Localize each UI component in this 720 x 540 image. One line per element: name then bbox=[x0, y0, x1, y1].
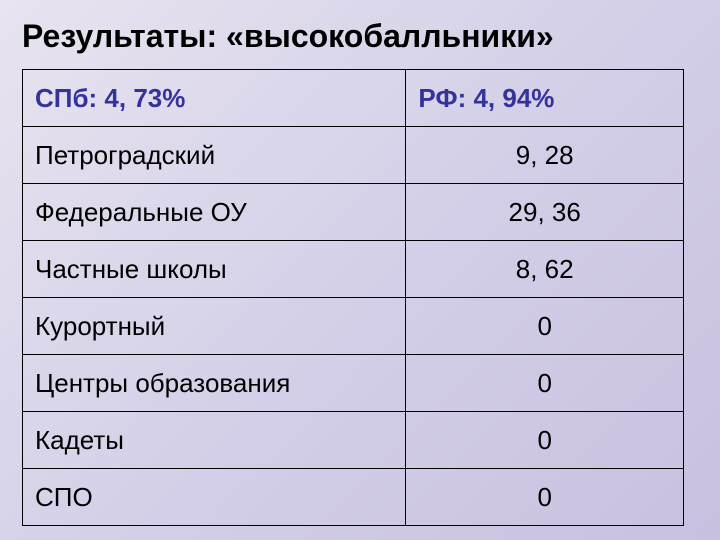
header-cell-label: СПб: 4, 73% bbox=[23, 70, 406, 127]
row-label: Курортный bbox=[23, 298, 406, 355]
row-value: 0 bbox=[406, 355, 684, 412]
row-value: 9, 28 bbox=[406, 127, 684, 184]
table-row: СПО 0 bbox=[23, 469, 684, 526]
header-cell-value: РФ: 4, 94% bbox=[406, 70, 684, 127]
table-row: Федеральные ОУ 29, 36 bbox=[23, 184, 684, 241]
row-label: Кадеты bbox=[23, 412, 406, 469]
row-value: 29, 36 bbox=[406, 184, 684, 241]
table-row: Центры образования 0 bbox=[23, 355, 684, 412]
slide-title: Результаты: «высокобалльники» bbox=[22, 18, 698, 55]
row-value: 8, 62 bbox=[406, 241, 684, 298]
row-label: Федеральные ОУ bbox=[23, 184, 406, 241]
row-label: Частные школы bbox=[23, 241, 406, 298]
table-row: Кадеты 0 bbox=[23, 412, 684, 469]
row-label: СПО bbox=[23, 469, 406, 526]
slide-container: Результаты: «высокобалльники» СПб: 4, 73… bbox=[0, 0, 720, 526]
row-value: 0 bbox=[406, 469, 684, 526]
row-value: 0 bbox=[406, 298, 684, 355]
row-value: 0 bbox=[406, 412, 684, 469]
table-row: Частные школы 8, 62 bbox=[23, 241, 684, 298]
row-label: Петроградский bbox=[23, 127, 406, 184]
table-header-row: СПб: 4, 73% РФ: 4, 94% bbox=[23, 70, 684, 127]
row-label: Центры образования bbox=[23, 355, 406, 412]
table-row: Петроградский 9, 28 bbox=[23, 127, 684, 184]
results-table: СПб: 4, 73% РФ: 4, 94% Петроградский 9, … bbox=[22, 69, 684, 526]
table-row: Курортный 0 bbox=[23, 298, 684, 355]
